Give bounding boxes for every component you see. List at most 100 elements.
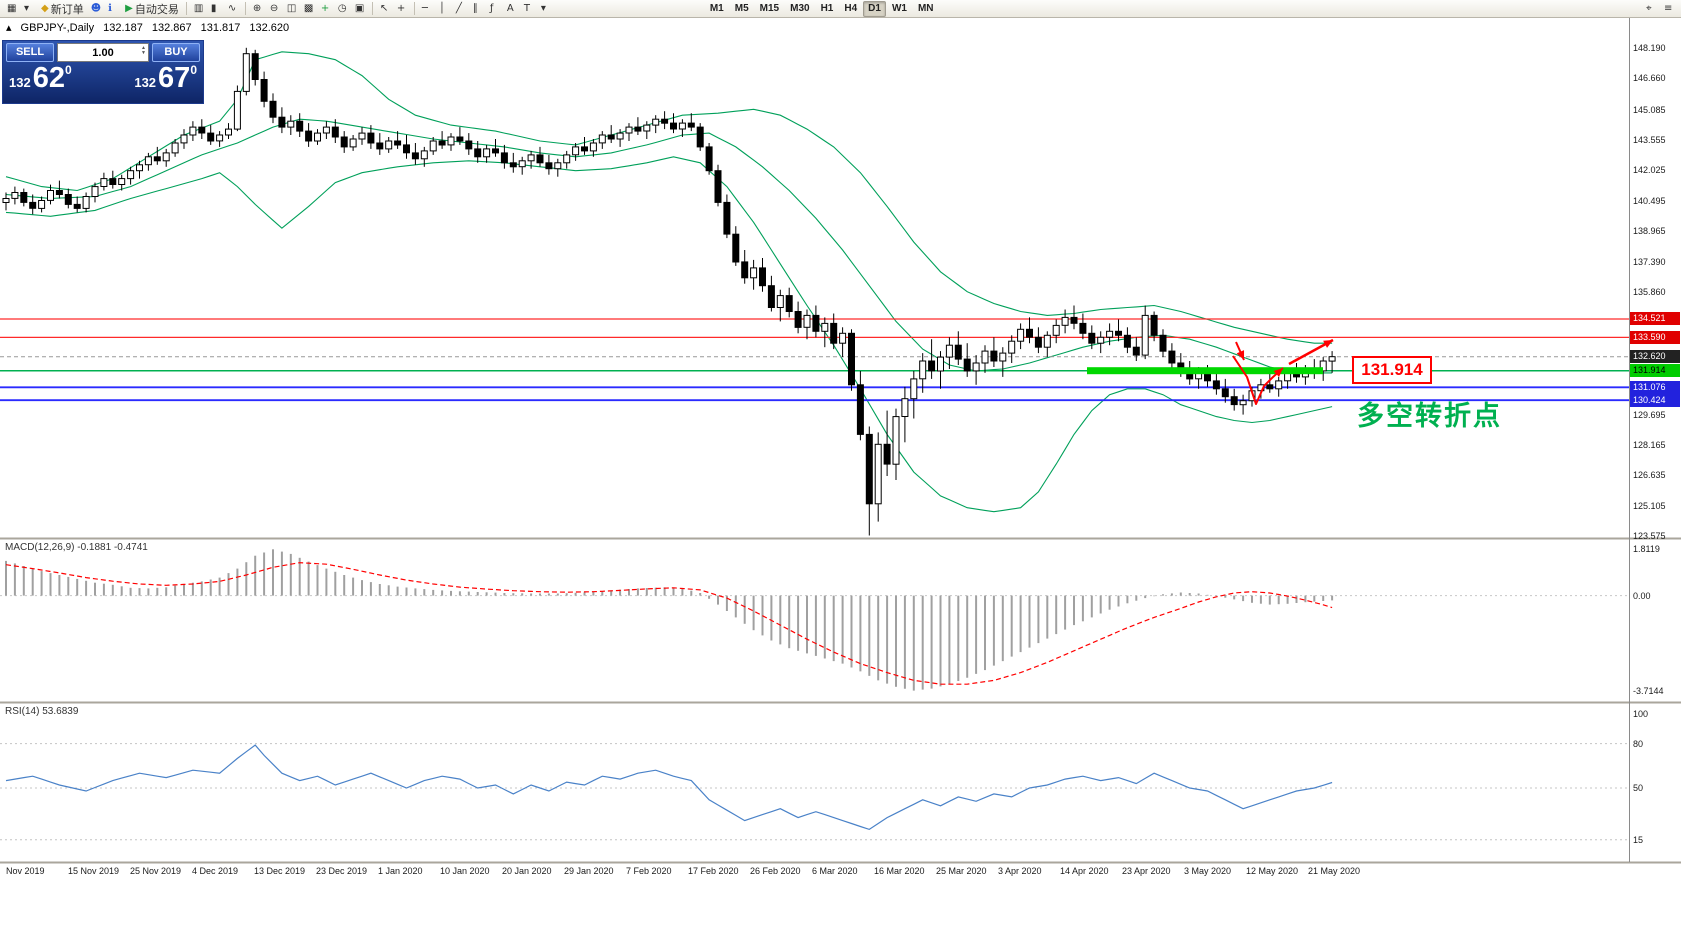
menu-icon[interactable]: ≡ <box>1661 1 1677 17</box>
chart-line-icon: ∿ <box>227 2 237 14</box>
vline-tool-icon[interactable]: │ <box>436 1 452 17</box>
crosshair-target-icon: ⌖ <box>1646 2 1652 14</box>
shapes-dropdown-icon[interactable]: ▾ <box>538 1 554 17</box>
time-axis-label: 12 May 2020 <box>1246 866 1299 876</box>
timeframe-m5[interactable]: M5 <box>730 1 754 17</box>
new-order-button-icon: ◆ <box>41 2 49 14</box>
autotrading-button[interactable]: ▶ 自动交易 <box>122 1 182 17</box>
ohlc-low: 131.817 <box>200 21 241 34</box>
spin-up-icon[interactable]: ▲ <box>141 45 146 51</box>
rsi-axis-label: 15 <box>1633 835 1644 845</box>
label-tool-icon[interactable]: T <box>521 1 537 17</box>
templates-icon: ▣ <box>354 2 365 14</box>
fibonacci-tool-icon[interactable]: ƒ <box>487 1 503 17</box>
price-axis-label: 143.555 <box>1633 135 1666 145</box>
macd-axis-label: 1.8119 <box>1633 544 1660 554</box>
volume-input[interactable]: 1.00 ▲ ▼ <box>57 43 149 62</box>
hline-tool-icon: ─ <box>421 2 428 14</box>
timeframe-h1[interactable]: H1 <box>816 1 839 17</box>
cursor-icon: ↖ <box>379 2 389 14</box>
zoom-out-icon: ⊖ <box>269 2 279 14</box>
sell-button[interactable]: SELL <box>6 43 54 62</box>
volume-spinner[interactable]: ▲ ▼ <box>141 46 146 56</box>
time-axis-label: 14 Apr 2020 <box>1060 866 1109 876</box>
macd-indicator-label: MACD(12,26,9) -0.1881 -0.4741 <box>5 542 148 553</box>
rsi-axis-label: 80 <box>1633 739 1644 749</box>
autotrading-button-icon: ▶ <box>125 2 133 14</box>
market-info-icon[interactable]: ℹ <box>105 1 121 17</box>
toolbar-separator <box>371 2 373 15</box>
collapse-icon[interactable]: ▴ <box>6 22 12 34</box>
time-axis-label: Nov 2019 <box>6 866 45 876</box>
add-indicator-icon: + <box>320 2 330 14</box>
text-tool-icon[interactable]: A <box>504 1 520 17</box>
price-level-label: 132.620 <box>1630 350 1680 363</box>
chart-dropdown-icon[interactable]: ▾ <box>21 1 37 17</box>
price-axis-label: 123.575 <box>1633 531 1666 541</box>
zoom-in-icon[interactable]: ⊕ <box>250 1 266 17</box>
chart-windows-icon[interactable]: ▦ <box>4 1 20 17</box>
add-indicator-icon[interactable]: + <box>318 1 334 17</box>
time-axis-label: 7 Feb 2020 <box>626 866 672 876</box>
label-tool-icon: T <box>523 2 530 14</box>
ask-price[interactable]: 132670 <box>134 62 197 94</box>
expert-advisors-icon[interactable]: ☻ <box>88 1 104 17</box>
time-axis-label: 23 Apr 2020 <box>1122 866 1171 876</box>
turning-point-annotation[interactable]: 多空转折点 <box>1357 401 1502 431</box>
time-axis-label: 10 Jan 2020 <box>440 866 490 876</box>
autotrading-button-label: 自动交易 <box>134 3 179 16</box>
ask-pip-digit: 0 <box>190 63 197 77</box>
price-level-label: 130.424 <box>1630 394 1680 407</box>
bid-price[interactable]: 132620 <box>9 62 72 94</box>
trendline-tool-icon: ╱ <box>455 2 462 14</box>
templates-icon[interactable]: ▣ <box>352 1 368 17</box>
periods-icon[interactable]: ◷ <box>335 1 351 17</box>
price-level-label: 133.590 <box>1630 331 1680 344</box>
timeframe-w1[interactable]: W1 <box>887 1 912 17</box>
chart-bars-icon[interactable]: ▥ <box>191 1 207 17</box>
chart-windows-icon: ▦ <box>7 2 17 14</box>
timeframe-d1[interactable]: D1 <box>863 0 886 17</box>
periods-icon: ◷ <box>337 2 347 14</box>
cursor-icon[interactable]: ↖ <box>377 1 393 17</box>
timeframe-h4[interactable]: H4 <box>839 1 862 17</box>
tile-windows-icon: ◫ <box>286 2 297 14</box>
crosshair-target-icon[interactable]: ⌖ <box>1643 1 1659 17</box>
time-axis[interactable]: Nov 2019 15 Nov 2019 25 Nov 2019 4 Dec 2019… <box>0 866 1681 882</box>
tile-windows-icon[interactable]: ◫ <box>284 1 300 17</box>
time-axis-label: 1 Jan 2020 <box>378 866 423 876</box>
new-order-button[interactable]: ◆ 新订单 <box>38 1 87 17</box>
support-price-annotation[interactable]: 131.914 <box>1352 356 1432 384</box>
spin-down-icon[interactable]: ▼ <box>141 50 146 56</box>
chart-line-icon[interactable]: ∿ <box>225 1 241 17</box>
chart-candles-icon[interactable]: ▮ <box>208 1 224 17</box>
toolbar-separator <box>185 2 187 15</box>
price-axis-label: 137.390 <box>1633 257 1666 267</box>
bid-big-digits: 62 <box>32 62 65 94</box>
channel-tool-icon[interactable]: ∥ <box>470 1 486 17</box>
zoom-out-icon[interactable]: ⊖ <box>267 1 283 17</box>
time-axis-label: 25 Nov 2019 <box>130 866 182 876</box>
price-axis-label: 138.965 <box>1633 226 1666 236</box>
rsi-axis-label: 50 <box>1633 783 1644 793</box>
timeframe-mn[interactable]: MN <box>913 1 939 17</box>
timeframe-m15[interactable]: M15 <box>755 1 784 17</box>
timeframe-m30[interactable]: M30 <box>785 1 814 17</box>
trendline-tool-icon[interactable]: ╱ <box>453 1 469 17</box>
bid-pip-digit: 0 <box>64 63 72 77</box>
cascade-windows-icon[interactable]: ▩ <box>301 1 317 17</box>
buy-button[interactable]: BUY <box>152 43 200 62</box>
ohlc-high: 132.867 <box>151 21 192 34</box>
vline-tool-icon: │ <box>438 2 445 14</box>
timeframe-m1[interactable]: M1 <box>705 1 729 17</box>
hline-tool-icon[interactable]: ─ <box>419 1 435 17</box>
one-click-trading-panel: SELL 1.00 ▲ ▼ BUY 132620 132670 <box>2 40 204 104</box>
ask-prefix: 132 <box>134 75 157 90</box>
ask-big-digits: 67 <box>158 62 191 94</box>
time-axis-label: 23 Dec 2019 <box>316 866 368 876</box>
rsi-axis-label: 100 <box>1633 709 1649 719</box>
crosshair-icon[interactable]: + <box>394 1 410 17</box>
fibonacci-tool-icon: ƒ <box>489 2 494 14</box>
